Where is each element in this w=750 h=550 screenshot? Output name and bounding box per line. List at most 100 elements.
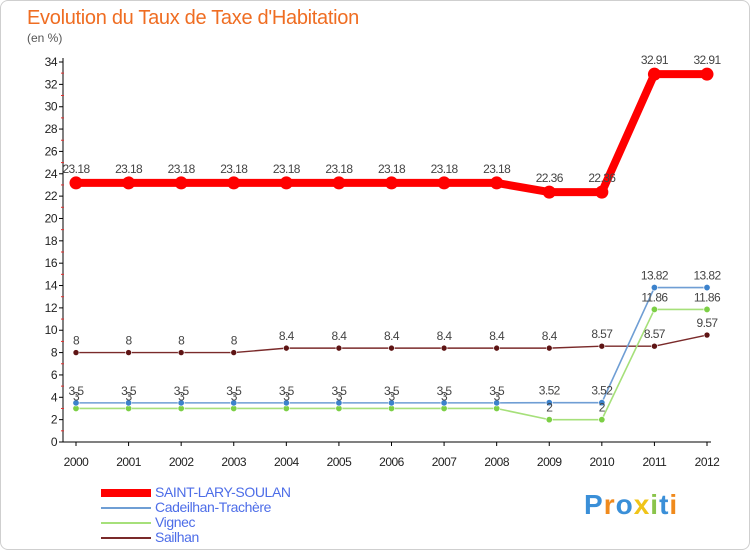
data-label: 8 bbox=[73, 334, 80, 348]
data-label: 22.36 bbox=[536, 171, 564, 185]
data-point bbox=[388, 344, 395, 352]
y-tick-label: 20 bbox=[45, 211, 58, 225]
data-point bbox=[387, 399, 395, 407]
data-label: 9.57 bbox=[697, 316, 719, 330]
y-tick-label: 18 bbox=[45, 234, 58, 248]
data-point bbox=[227, 176, 241, 190]
data-point bbox=[545, 416, 553, 424]
data-point bbox=[335, 399, 343, 407]
data-point bbox=[385, 176, 398, 190]
x-tick-label: 2011 bbox=[643, 455, 668, 469]
data-point bbox=[703, 305, 711, 313]
proxiti-logo: Proxiti bbox=[584, 489, 678, 521]
x-tick-label: 2008 bbox=[484, 455, 510, 469]
data-point bbox=[493, 344, 500, 352]
x-tick-label: 2005 bbox=[327, 455, 353, 469]
logo-letter: i bbox=[669, 489, 679, 520]
data-label: 3 bbox=[494, 389, 501, 403]
data-label: 22.36 bbox=[588, 171, 616, 185]
chart-unit-label: (en %) bbox=[27, 31, 63, 45]
data-label: 3.52 bbox=[539, 384, 561, 398]
data-label: 13.82 bbox=[641, 269, 669, 283]
data-label: 8.4 bbox=[331, 329, 347, 343]
data-point bbox=[177, 399, 185, 407]
logo-letter: r bbox=[603, 489, 616, 520]
x-tick-label: 2003 bbox=[221, 455, 247, 469]
data-label: 32.91 bbox=[641, 53, 669, 67]
x-tick-label: 2002 bbox=[169, 455, 195, 469]
data-label: 23.18 bbox=[62, 162, 90, 176]
data-label: 8.57 bbox=[644, 327, 666, 341]
data-label: 8.57 bbox=[591, 327, 613, 341]
y-tick-label: 32 bbox=[45, 77, 58, 91]
logo-letter: o bbox=[615, 489, 634, 520]
data-point bbox=[437, 176, 451, 190]
data-label: 3.5 bbox=[174, 384, 190, 398]
legend-label: SAINT-LARY-SOULAN bbox=[155, 484, 291, 500]
data-label: 3 bbox=[388, 389, 395, 403]
y-tick-label: 8 bbox=[51, 346, 58, 360]
data-point bbox=[650, 305, 658, 313]
data-label: 3 bbox=[336, 389, 343, 403]
data-point bbox=[598, 399, 606, 407]
data-label: 2 bbox=[546, 401, 553, 415]
x-tick-label: 2010 bbox=[589, 455, 615, 469]
y-tick-label: 16 bbox=[45, 256, 58, 270]
data-label: 8.4 bbox=[542, 329, 558, 343]
data-label: 3.5 bbox=[437, 384, 453, 398]
y-tick-label: 2 bbox=[51, 413, 58, 427]
x-tick-label: 2006 bbox=[379, 455, 405, 469]
legend-swatch bbox=[101, 506, 151, 509]
data-point bbox=[174, 176, 188, 190]
data-point bbox=[72, 399, 80, 407]
data-point bbox=[545, 344, 553, 352]
data-point bbox=[440, 344, 448, 352]
legend-swatch bbox=[101, 521, 151, 524]
data-label: 23.18 bbox=[273, 162, 301, 176]
y-tick-label: 10 bbox=[45, 323, 58, 337]
data-label: 3 bbox=[441, 389, 448, 403]
data-label: 8.4 bbox=[489, 329, 505, 343]
data-label: 23.18 bbox=[325, 162, 353, 176]
data-point bbox=[283, 344, 290, 352]
data-label: 3 bbox=[126, 389, 133, 403]
x-tick-label: 2012 bbox=[695, 455, 721, 469]
data-label: 3.52 bbox=[591, 384, 613, 398]
data-point bbox=[69, 176, 83, 190]
data-point bbox=[703, 331, 711, 339]
data-point bbox=[598, 416, 606, 424]
legend-swatch bbox=[101, 536, 151, 539]
data-point bbox=[177, 349, 185, 356]
data-label: 8 bbox=[231, 334, 238, 348]
data-point bbox=[72, 349, 80, 356]
data-point bbox=[542, 185, 556, 199]
data-label: 13.82 bbox=[693, 269, 721, 283]
y-tick-label: 0 bbox=[51, 435, 58, 449]
legend-label: Cadeilhan-Trachère bbox=[155, 499, 272, 515]
data-label: 23.18 bbox=[115, 162, 143, 176]
data-label: 3 bbox=[73, 389, 80, 403]
data-label: 3 bbox=[283, 389, 290, 403]
data-label: 2 bbox=[599, 401, 606, 415]
data-point bbox=[122, 176, 136, 190]
y-tick-label: 34 bbox=[45, 55, 58, 69]
x-tick-label: 2001 bbox=[116, 455, 142, 469]
data-label: 3.5 bbox=[279, 384, 295, 398]
chart-title: Evolution du Taux de Taxe d'Habitation bbox=[27, 7, 359, 29]
x-tick-label: 2007 bbox=[432, 455, 458, 469]
data-label: 8 bbox=[178, 334, 185, 348]
series-layer bbox=[69, 67, 714, 424]
data-point bbox=[125, 399, 133, 407]
data-point bbox=[595, 185, 609, 199]
data-label: 3.5 bbox=[69, 384, 85, 398]
data-labels: 8 8 8 8 8.4 8.4 8.4 8.4 8.4 8.4 8.57 8.579.573 3 3 3 3 3… bbox=[62, 53, 722, 415]
data-point bbox=[703, 284, 711, 292]
data-label: 23.18 bbox=[483, 162, 511, 176]
data-point bbox=[332, 176, 346, 190]
data-point bbox=[490, 176, 504, 190]
data-label: 23.18 bbox=[378, 162, 406, 176]
data-point bbox=[279, 176, 293, 190]
data-point bbox=[335, 344, 343, 352]
y-tick-label: 4 bbox=[51, 390, 58, 404]
